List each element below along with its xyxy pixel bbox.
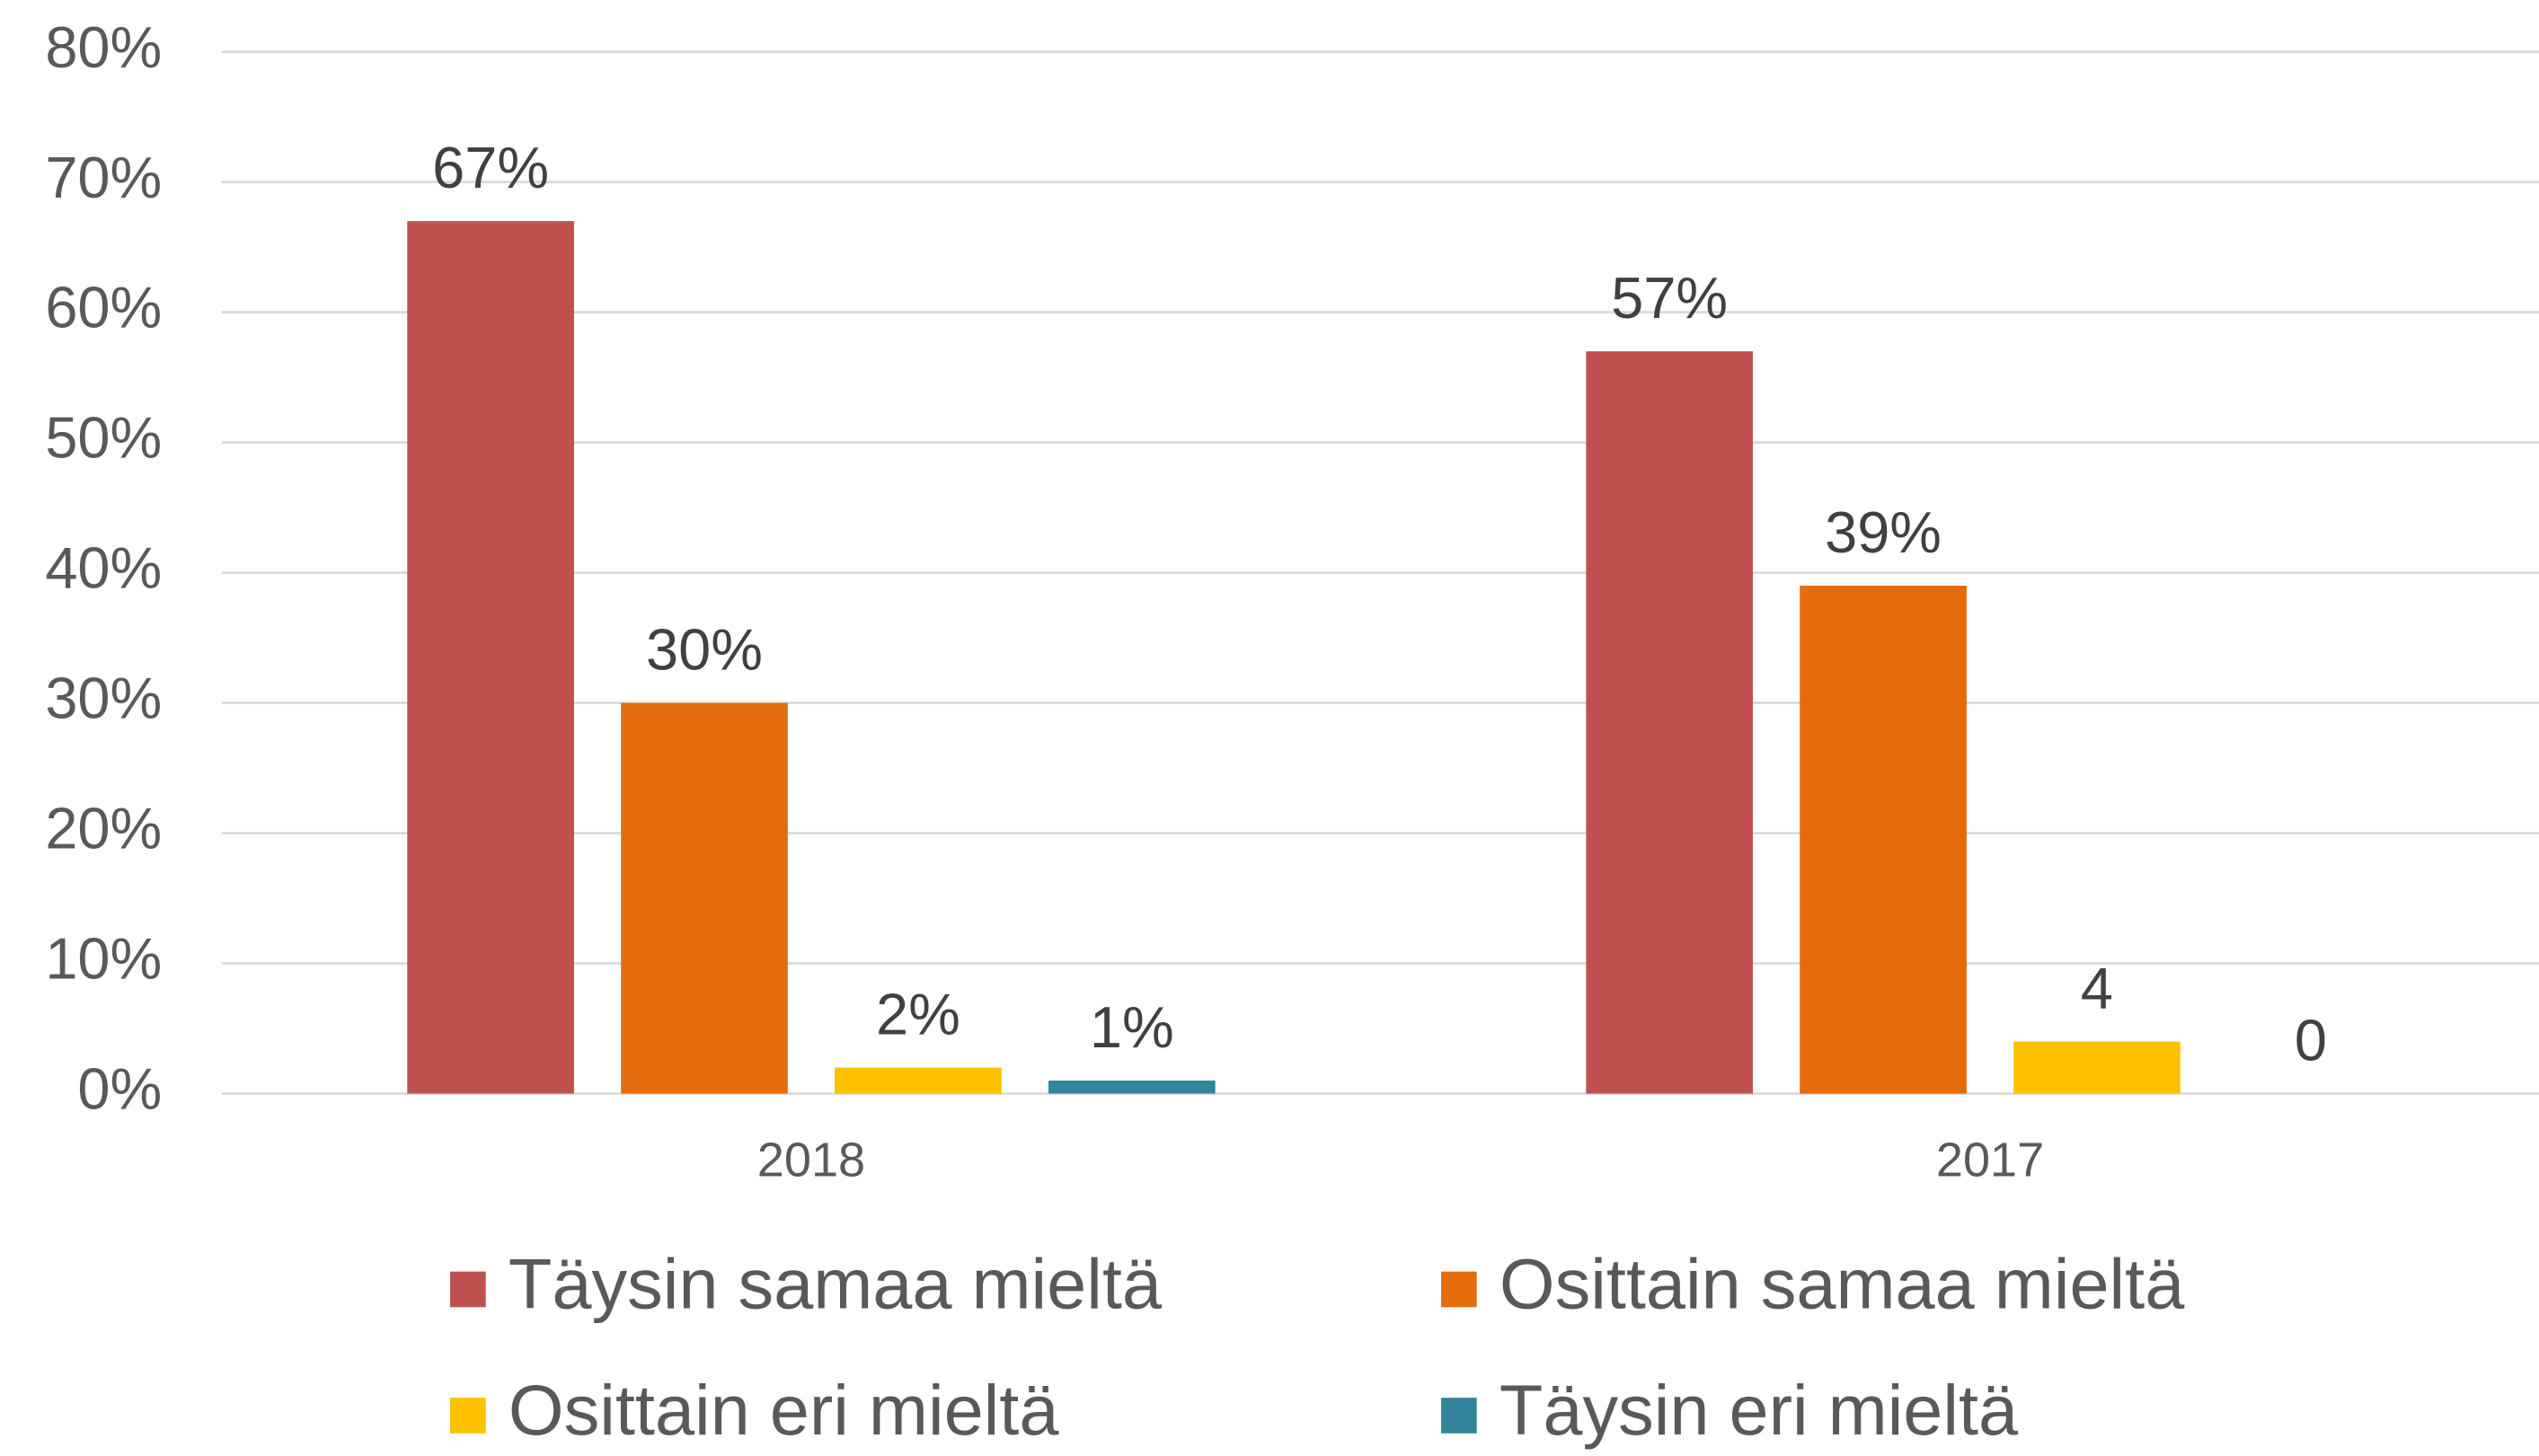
y-tick-label: 20% <box>45 796 162 861</box>
x-tick-label: 2018 <box>757 1133 865 1187</box>
bar <box>1800 586 1967 1094</box>
legend-label: Osittain eri mieltä <box>509 1370 1059 1450</box>
value-label: 57% <box>1611 265 1728 331</box>
value-label: 2% <box>876 982 960 1047</box>
legend-label: Täysin samaa mieltä <box>509 1243 1163 1323</box>
y-tick-label: 70% <box>45 145 162 210</box>
legend-swatch <box>450 1271 486 1308</box>
value-label: 0 <box>2295 1008 2327 1073</box>
value-label: 1% <box>1090 994 1174 1060</box>
bar <box>621 702 788 1094</box>
legend-swatch <box>1441 1271 1477 1308</box>
legend-label: Osittain samaa mieltä <box>1500 1243 2185 1323</box>
bar <box>2013 1041 2181 1094</box>
y-tick-label: 60% <box>45 275 162 340</box>
x-tick-label: 2017 <box>1936 1133 2044 1187</box>
value-label: 67% <box>432 135 549 200</box>
bar <box>835 1067 1002 1094</box>
bar <box>1586 351 1753 1094</box>
bar <box>1048 1081 1216 1094</box>
value-label: 4 <box>2081 956 2113 1021</box>
value-label: 39% <box>1825 499 1942 565</box>
value-label: 30% <box>646 617 763 683</box>
y-tick-label: 10% <box>45 926 162 992</box>
bar <box>407 221 574 1094</box>
y-tick-label: 0% <box>77 1056 162 1122</box>
y-tick-label: 30% <box>45 666 162 731</box>
legend-swatch <box>450 1398 486 1434</box>
y-tick-label: 80% <box>45 14 162 80</box>
legend-swatch <box>1441 1398 1477 1434</box>
y-tick-label: 40% <box>45 535 162 601</box>
legend-label: Täysin eri mieltä <box>1500 1370 2019 1450</box>
y-tick-label: 50% <box>45 405 162 471</box>
